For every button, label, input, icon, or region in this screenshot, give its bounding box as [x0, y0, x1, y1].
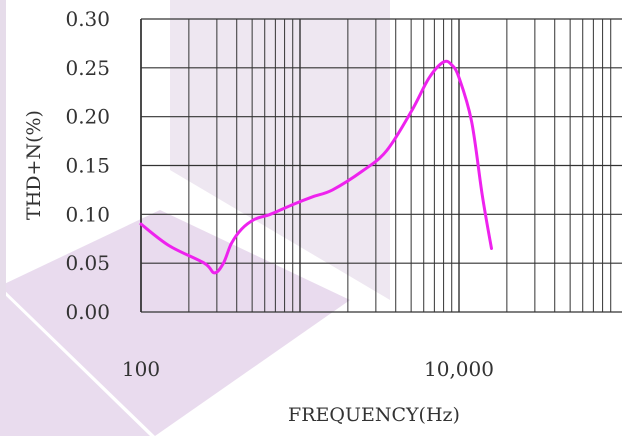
- x-axis-label: FREQUENCY(Hz): [288, 404, 460, 426]
- grid: [140, 18, 622, 313]
- y-tick-label: 0.30: [65, 7, 110, 31]
- x-tick-labels: 100 10,000: [122, 357, 494, 381]
- x-tick-label: 100: [122, 357, 160, 381]
- y-axis-label: THD+N(%): [23, 110, 45, 220]
- series-line: [139, 59, 493, 275]
- y-tick-label: 0.15: [65, 154, 110, 178]
- y-tick-label: 0.20: [65, 105, 110, 129]
- x-tick-label: 10,000: [424, 357, 494, 381]
- y-tick-labels: 0.00 0.05 0.10 0.15 0.20 0.25 0.30: [65, 7, 110, 324]
- y-tick-label: 0.10: [65, 202, 110, 226]
- y-tick-label: 0.00: [65, 300, 110, 324]
- y-tick-label: 0.25: [65, 56, 110, 80]
- y-tick-label: 0.05: [65, 251, 110, 275]
